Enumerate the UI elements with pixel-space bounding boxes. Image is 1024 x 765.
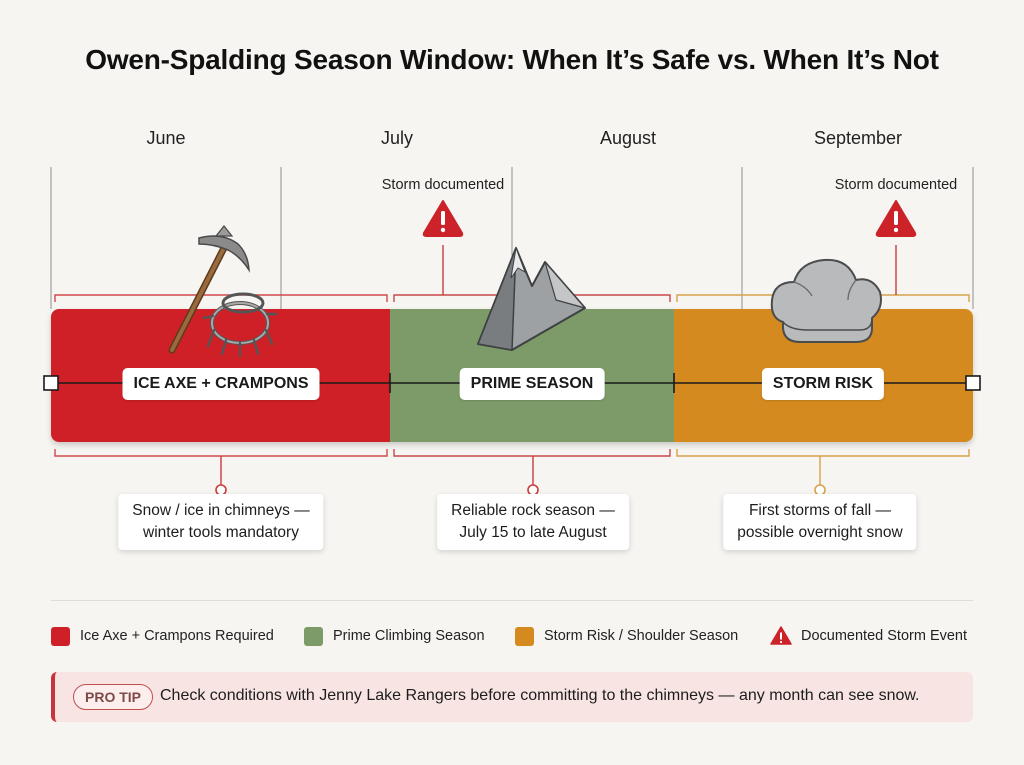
legend-item-prime: Prime Climbing Season xyxy=(304,626,485,646)
month-label-september: September xyxy=(813,128,903,148)
warning-icon xyxy=(875,200,917,237)
band-label-ice-axe: ICE AXE + CRAMPONS xyxy=(122,368,320,400)
legend-label: Ice Axe + Crampons Required xyxy=(80,628,274,644)
legend-label: Storm Risk / Shoulder Season xyxy=(544,628,739,644)
storm-cloud-icon xyxy=(770,258,882,343)
legend-item-storm-event: Documented Storm Event xyxy=(770,626,967,646)
legend-divider xyxy=(51,600,973,601)
legend-swatch-orange xyxy=(515,626,534,646)
legend-item-ice-axe: Ice Axe + Crampons Required xyxy=(51,626,274,646)
mountain-icon xyxy=(477,246,586,351)
note-prime-season: Reliable rock season — July 15 to late A… xyxy=(437,494,629,550)
axis-end-handle xyxy=(965,375,981,391)
note-line: Reliable rock season — xyxy=(451,502,615,519)
note-storm-risk: First storms of fall — possible overnigh… xyxy=(723,494,917,550)
pro-tip-text: Check conditions with Jenny Lake Rangers… xyxy=(160,687,920,704)
page-title: Owen-Spalding Season Window: When It’s S… xyxy=(85,44,939,75)
note-line: First storms of fall — xyxy=(748,502,892,519)
warning-icon xyxy=(770,626,792,645)
note-line: July 15 to late August xyxy=(459,524,607,541)
pro-tip-badge: PRO TIP xyxy=(73,684,154,710)
legend-swatch-red xyxy=(51,626,70,646)
band-label-storm-risk: STORM RISK xyxy=(761,368,885,400)
note-line: winter tools mandatory xyxy=(143,524,299,541)
axis-start-handle xyxy=(43,375,59,391)
note-line: Snow / ice in chimneys — xyxy=(132,502,310,519)
month-label-june: June xyxy=(146,128,186,148)
month-label-july: July xyxy=(380,128,414,148)
storm-documented-label-july: Storm documented xyxy=(381,177,505,193)
warning-icon xyxy=(422,200,464,237)
legend-item-storm-risk: Storm Risk / Shoulder Season xyxy=(515,626,738,646)
band-label-prime-season: PRIME SEASON xyxy=(459,368,605,400)
month-label-august: August xyxy=(599,128,657,148)
note-line: possible overnight snow xyxy=(737,524,903,541)
storm-documented-label-september: Storm documented xyxy=(834,177,958,193)
legend-label: Documented Storm Event xyxy=(801,628,968,644)
note-ice-axe: Snow / ice in chimneys — winter tools ma… xyxy=(118,494,324,550)
pro-tip-banner: PRO TIP Check conditions with Jenny Lake… xyxy=(51,672,973,722)
legend-swatch-green xyxy=(304,626,323,646)
ice-axe-crampons-icon xyxy=(168,225,278,358)
legend-label: Prime Climbing Season xyxy=(333,628,485,644)
